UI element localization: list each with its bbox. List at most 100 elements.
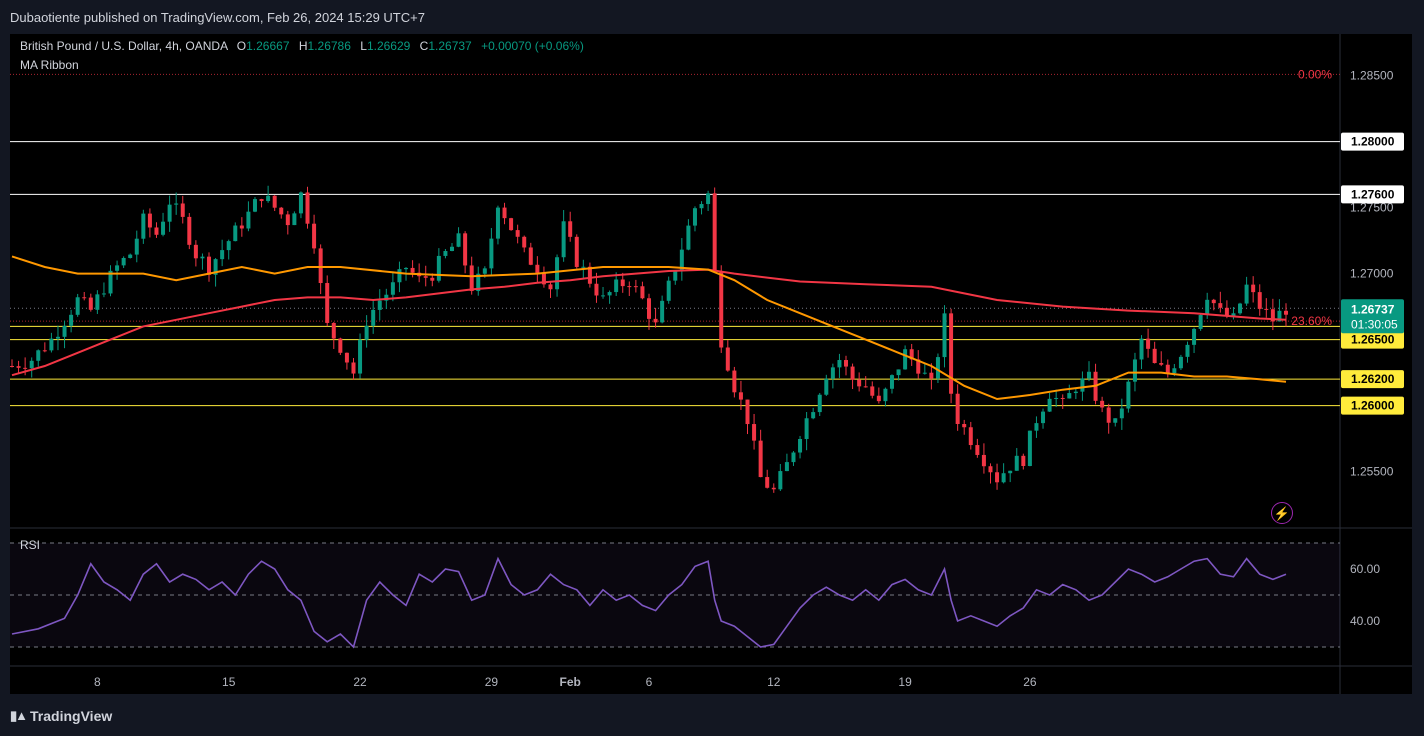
candle-body bbox=[745, 399, 750, 425]
candle-body bbox=[692, 208, 697, 226]
last-price-box bbox=[1341, 299, 1404, 334]
candle-body bbox=[377, 300, 382, 310]
level-box bbox=[1341, 370, 1404, 389]
ma-slow-line bbox=[11, 268, 1287, 377]
fib-label: 23.60% bbox=[1291, 314, 1332, 328]
candle-body bbox=[88, 297, 93, 310]
time-tick-label: 12 bbox=[767, 675, 781, 689]
candle-body bbox=[1231, 313, 1236, 317]
candle-body bbox=[1060, 397, 1065, 399]
candle-body bbox=[279, 207, 284, 215]
candle-body bbox=[69, 314, 74, 326]
candle-body bbox=[423, 276, 428, 278]
candle-body bbox=[174, 203, 179, 205]
candle-body bbox=[535, 264, 540, 273]
candle-body bbox=[1008, 470, 1013, 474]
indicator-label[interactable]: MA Ribbon bbox=[20, 58, 79, 72]
candle-body bbox=[489, 238, 494, 269]
candle-body bbox=[1086, 371, 1091, 379]
candle-body bbox=[1047, 398, 1052, 412]
candle-body bbox=[1277, 310, 1282, 322]
candle-body bbox=[922, 372, 927, 374]
candle-body bbox=[101, 293, 106, 295]
candle-body bbox=[594, 283, 599, 296]
candle-body bbox=[1119, 408, 1124, 419]
candle-body bbox=[1021, 455, 1026, 467]
time-tick-label: 6 bbox=[646, 675, 653, 689]
candle-body bbox=[614, 279, 619, 293]
candle-body bbox=[935, 357, 940, 379]
candle-body bbox=[1244, 284, 1249, 304]
candle-body bbox=[180, 203, 185, 217]
candle-body bbox=[252, 199, 257, 212]
candle-body bbox=[883, 388, 888, 402]
candle-body bbox=[351, 362, 356, 374]
candle-body bbox=[108, 270, 113, 294]
candle-body bbox=[187, 216, 192, 245]
candle-body bbox=[266, 195, 271, 202]
candle-body bbox=[1027, 430, 1032, 467]
candle-body bbox=[482, 268, 487, 274]
candle-body bbox=[515, 230, 520, 237]
candle-body bbox=[312, 223, 317, 249]
candle-body bbox=[213, 259, 218, 275]
candle-body bbox=[292, 213, 297, 226]
candle-body bbox=[522, 236, 527, 248]
candle-body bbox=[331, 322, 336, 339]
level-box bbox=[1341, 185, 1404, 204]
publisher-bar: Dubaotiente published on TradingView.com… bbox=[0, 0, 1424, 34]
candle-body bbox=[607, 292, 612, 296]
candle-body bbox=[857, 379, 862, 387]
candle-body bbox=[95, 294, 100, 310]
candle-body bbox=[738, 392, 743, 400]
tradingview-logo-icon: ▮▲ bbox=[10, 708, 28, 723]
rsi-tick-label: 40.00 bbox=[1350, 614, 1380, 628]
level-label: 1.27600 bbox=[1351, 187, 1395, 201]
candle-body bbox=[1284, 310, 1288, 315]
candle-body bbox=[246, 211, 251, 229]
candle-body bbox=[758, 440, 763, 478]
footer-bar bbox=[0, 700, 1424, 736]
candle-body bbox=[679, 249, 684, 272]
candle-body bbox=[1211, 299, 1216, 304]
candle-body bbox=[49, 338, 54, 351]
candle-body bbox=[620, 279, 625, 287]
candle-body bbox=[476, 273, 481, 292]
candle-body bbox=[1264, 308, 1269, 310]
candle-body bbox=[305, 192, 310, 224]
candle-body bbox=[42, 350, 47, 352]
candle-body bbox=[627, 286, 632, 288]
candle-body bbox=[1080, 378, 1085, 392]
candle-body bbox=[1113, 418, 1118, 423]
candle-body bbox=[1251, 284, 1256, 293]
candle-body bbox=[16, 366, 21, 368]
candle-body bbox=[298, 192, 303, 214]
candle-body bbox=[62, 325, 67, 337]
candle-body bbox=[837, 360, 842, 368]
time-tick-label: 22 bbox=[353, 675, 367, 689]
candle-body bbox=[200, 256, 205, 259]
flash-icon[interactable]: ⚡ bbox=[1271, 502, 1293, 524]
candle-body bbox=[896, 369, 901, 376]
candle-body bbox=[207, 256, 212, 275]
high-value: 1.26786 bbox=[307, 39, 351, 53]
high-label: H bbox=[298, 39, 308, 53]
candle-body bbox=[981, 454, 986, 467]
candle-body bbox=[82, 297, 87, 299]
rsi-label[interactable]: RSI bbox=[20, 538, 41, 552]
price-tick-label: 1.27500 bbox=[1350, 201, 1394, 215]
candle-body bbox=[469, 265, 474, 292]
change-value: +0.00070 (+0.06%) bbox=[481, 39, 584, 53]
candle-body bbox=[397, 269, 402, 283]
candle-body bbox=[1014, 455, 1019, 471]
rsi-line bbox=[11, 556, 1287, 649]
candle-body bbox=[115, 265, 120, 271]
candle-body bbox=[436, 255, 441, 281]
ma-fast-line bbox=[11, 255, 1287, 401]
candle-body bbox=[863, 386, 868, 388]
candle-body bbox=[916, 359, 921, 374]
candle-body bbox=[712, 193, 717, 272]
candle-body bbox=[193, 244, 198, 259]
tradingview-logo[interactable]: ▮▲ TradingView bbox=[10, 708, 112, 724]
